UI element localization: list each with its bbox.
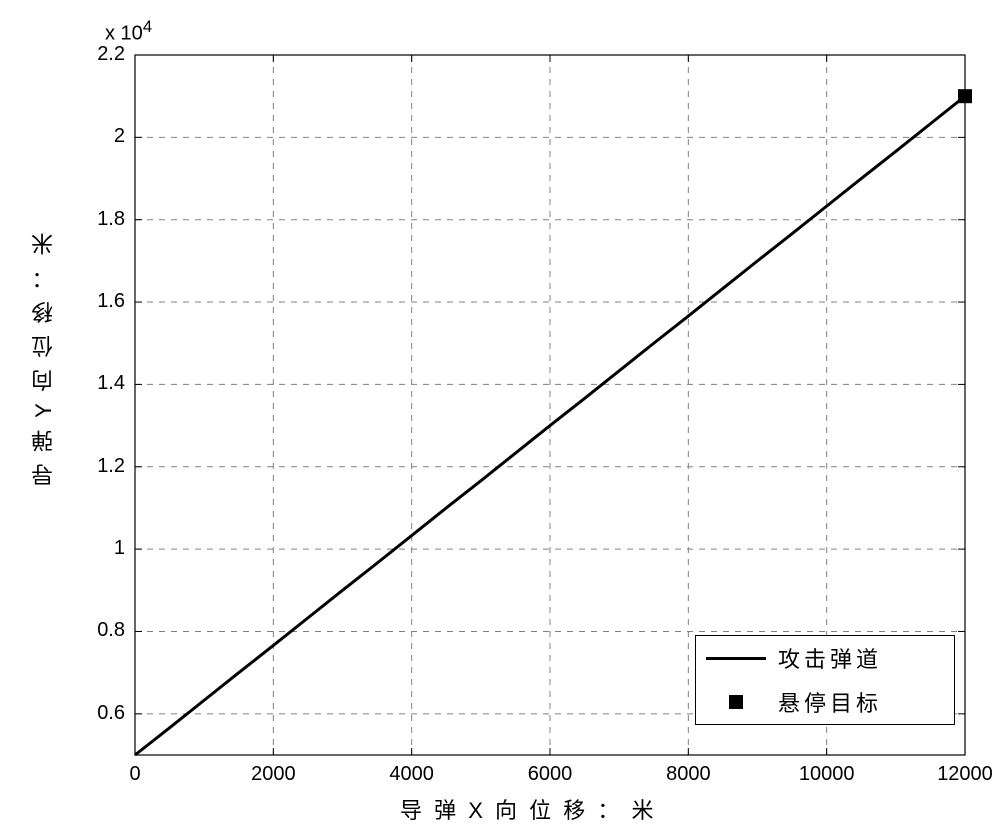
chart-container: x 104 导 弹 Y 向 位 移 ： 米 导 弹 X 向 位 移 ： 米 0 2… bbox=[0, 0, 1000, 826]
y-tick-label: 2 bbox=[114, 125, 125, 148]
x-tick-label: 8000 bbox=[658, 763, 718, 786]
y-axis-label: 导 弹 Y 向 位 移 ： 米 bbox=[28, 230, 60, 486]
y-tick-label: 1.4 bbox=[97, 372, 125, 395]
y-axis-exponent: x 104 bbox=[105, 17, 152, 46]
y-tick-label: 1 bbox=[114, 537, 125, 560]
y-tick-label: 0.8 bbox=[97, 619, 125, 642]
legend-marker-sample bbox=[706, 695, 766, 709]
legend-box: 攻击弹道悬停目标 bbox=[695, 635, 955, 725]
exponent-base: x 10 bbox=[105, 23, 143, 45]
square-marker-icon bbox=[729, 695, 743, 709]
legend-item: 悬停目标 bbox=[696, 680, 954, 724]
y-tick-label: 1.6 bbox=[97, 290, 125, 313]
y-tick-label: 1.2 bbox=[97, 455, 125, 478]
y-tick-label: 1.8 bbox=[97, 208, 125, 231]
exponent-power: 4 bbox=[143, 17, 152, 36]
x-tick-label: 12000 bbox=[935, 763, 995, 786]
x-axis-label: 导 弹 X 向 位 移 ： 米 bbox=[400, 793, 656, 825]
y-tick-label: 0.6 bbox=[97, 702, 125, 725]
x-tick-label: 10000 bbox=[797, 763, 857, 786]
x-tick-label: 2000 bbox=[243, 763, 303, 786]
legend-label: 悬停目标 bbox=[778, 686, 882, 718]
x-tick-label: 4000 bbox=[382, 763, 442, 786]
y-tick-label: 2.2 bbox=[97, 43, 125, 66]
x-tick-label: 6000 bbox=[520, 763, 580, 786]
legend-label: 攻击弹道 bbox=[778, 642, 882, 674]
legend-line-sample bbox=[706, 657, 766, 660]
legend-item: 攻击弹道 bbox=[696, 636, 954, 680]
x-tick-label: 0 bbox=[105, 763, 165, 786]
